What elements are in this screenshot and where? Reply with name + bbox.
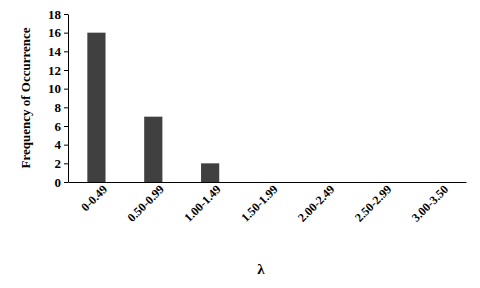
bar bbox=[144, 117, 162, 182]
y-tick-label: 16 bbox=[48, 25, 62, 40]
y-tick-label: 2 bbox=[55, 156, 62, 171]
y-tick-label: 14 bbox=[48, 44, 62, 59]
y-tick: 0 bbox=[55, 175, 69, 190]
bar bbox=[201, 163, 219, 182]
x-tick: 2.00-2.49 bbox=[295, 182, 337, 225]
y-tick-label: 12 bbox=[48, 63, 61, 78]
y-tick-mark bbox=[64, 70, 68, 71]
y-tick-label: 6 bbox=[55, 119, 62, 134]
y-axis: 0 2 4 6 8 10 12 14 16 18 bbox=[48, 7, 69, 190]
bar bbox=[315, 182, 333, 183]
bar bbox=[372, 182, 390, 183]
x-axis: 0-0.49 0.50-0.99 1.00-1.49 1.50-1.99 2.00-2.… bbox=[69, 182, 467, 225]
y-axis-line bbox=[68, 15, 69, 183]
y-tick: 6 bbox=[55, 119, 69, 134]
y-tick-mark bbox=[64, 89, 68, 90]
x-tick-label: 0-0.49 bbox=[78, 182, 110, 214]
x-tick-label: 2.00-2.49 bbox=[295, 182, 337, 224]
bar bbox=[87, 33, 105, 182]
y-tick-mark bbox=[64, 107, 68, 108]
x-tick-label: 3.00-3.50 bbox=[409, 182, 451, 224]
x-tick: 0-0.49 bbox=[78, 182, 110, 214]
x-tick: 3.00-3.50 bbox=[409, 182, 451, 225]
y-tick-mark bbox=[64, 126, 68, 127]
bar bbox=[428, 182, 446, 183]
y-tick-mark bbox=[64, 145, 68, 146]
x-axis-line bbox=[69, 182, 467, 183]
y-axis-title: Frequency of Occurrence bbox=[18, 27, 33, 168]
y-tick: 10 bbox=[48, 81, 68, 96]
y-tick: 16 bbox=[48, 25, 68, 40]
y-tick: 4 bbox=[55, 137, 69, 152]
y-tick: 14 bbox=[48, 44, 68, 59]
y-tick-mark bbox=[64, 163, 68, 164]
bars bbox=[87, 33, 219, 182]
y-tick-label: 10 bbox=[48, 81, 61, 96]
y-tick-mark bbox=[64, 182, 68, 183]
y-tick-label: 0 bbox=[55, 175, 62, 190]
x-axis-title: λ bbox=[257, 261, 265, 277]
plot: 0 2 4 6 8 10 12 14 16 18 0-0.49 0.50-0.99 1.00-1.49 1… bbox=[48, 7, 467, 225]
chart: 0 2 4 6 8 10 12 14 16 18 0-0.49 0.50-0.99 1.00-1.49 1… bbox=[0, 0, 480, 288]
x-tick: 1.50-1.99 bbox=[238, 182, 280, 225]
y-tick: 8 bbox=[55, 100, 69, 115]
x-tick: 2.50-2.99 bbox=[352, 182, 394, 225]
x-tick-label: 1.50-1.99 bbox=[238, 182, 280, 224]
y-tick-mark bbox=[64, 51, 68, 52]
x-tick: 1.00-1.49 bbox=[181, 182, 223, 225]
x-tick-label: 2.50-2.99 bbox=[352, 182, 394, 224]
y-tick-label: 8 bbox=[55, 100, 62, 115]
x-tick: 0.50-0.99 bbox=[124, 182, 166, 225]
y-tick: 18 bbox=[48, 7, 68, 22]
y-tick: 12 bbox=[48, 63, 68, 78]
x-tick-label: 1.00-1.49 bbox=[181, 182, 223, 224]
y-tick-label: 18 bbox=[48, 7, 62, 22]
y-tick-mark bbox=[64, 33, 68, 34]
y-tick: 2 bbox=[55, 156, 69, 171]
y-tick-label: 4 bbox=[55, 137, 62, 152]
bar bbox=[258, 182, 276, 183]
y-tick-mark bbox=[64, 14, 68, 15]
x-tick-label: 0.50-0.99 bbox=[124, 182, 166, 224]
